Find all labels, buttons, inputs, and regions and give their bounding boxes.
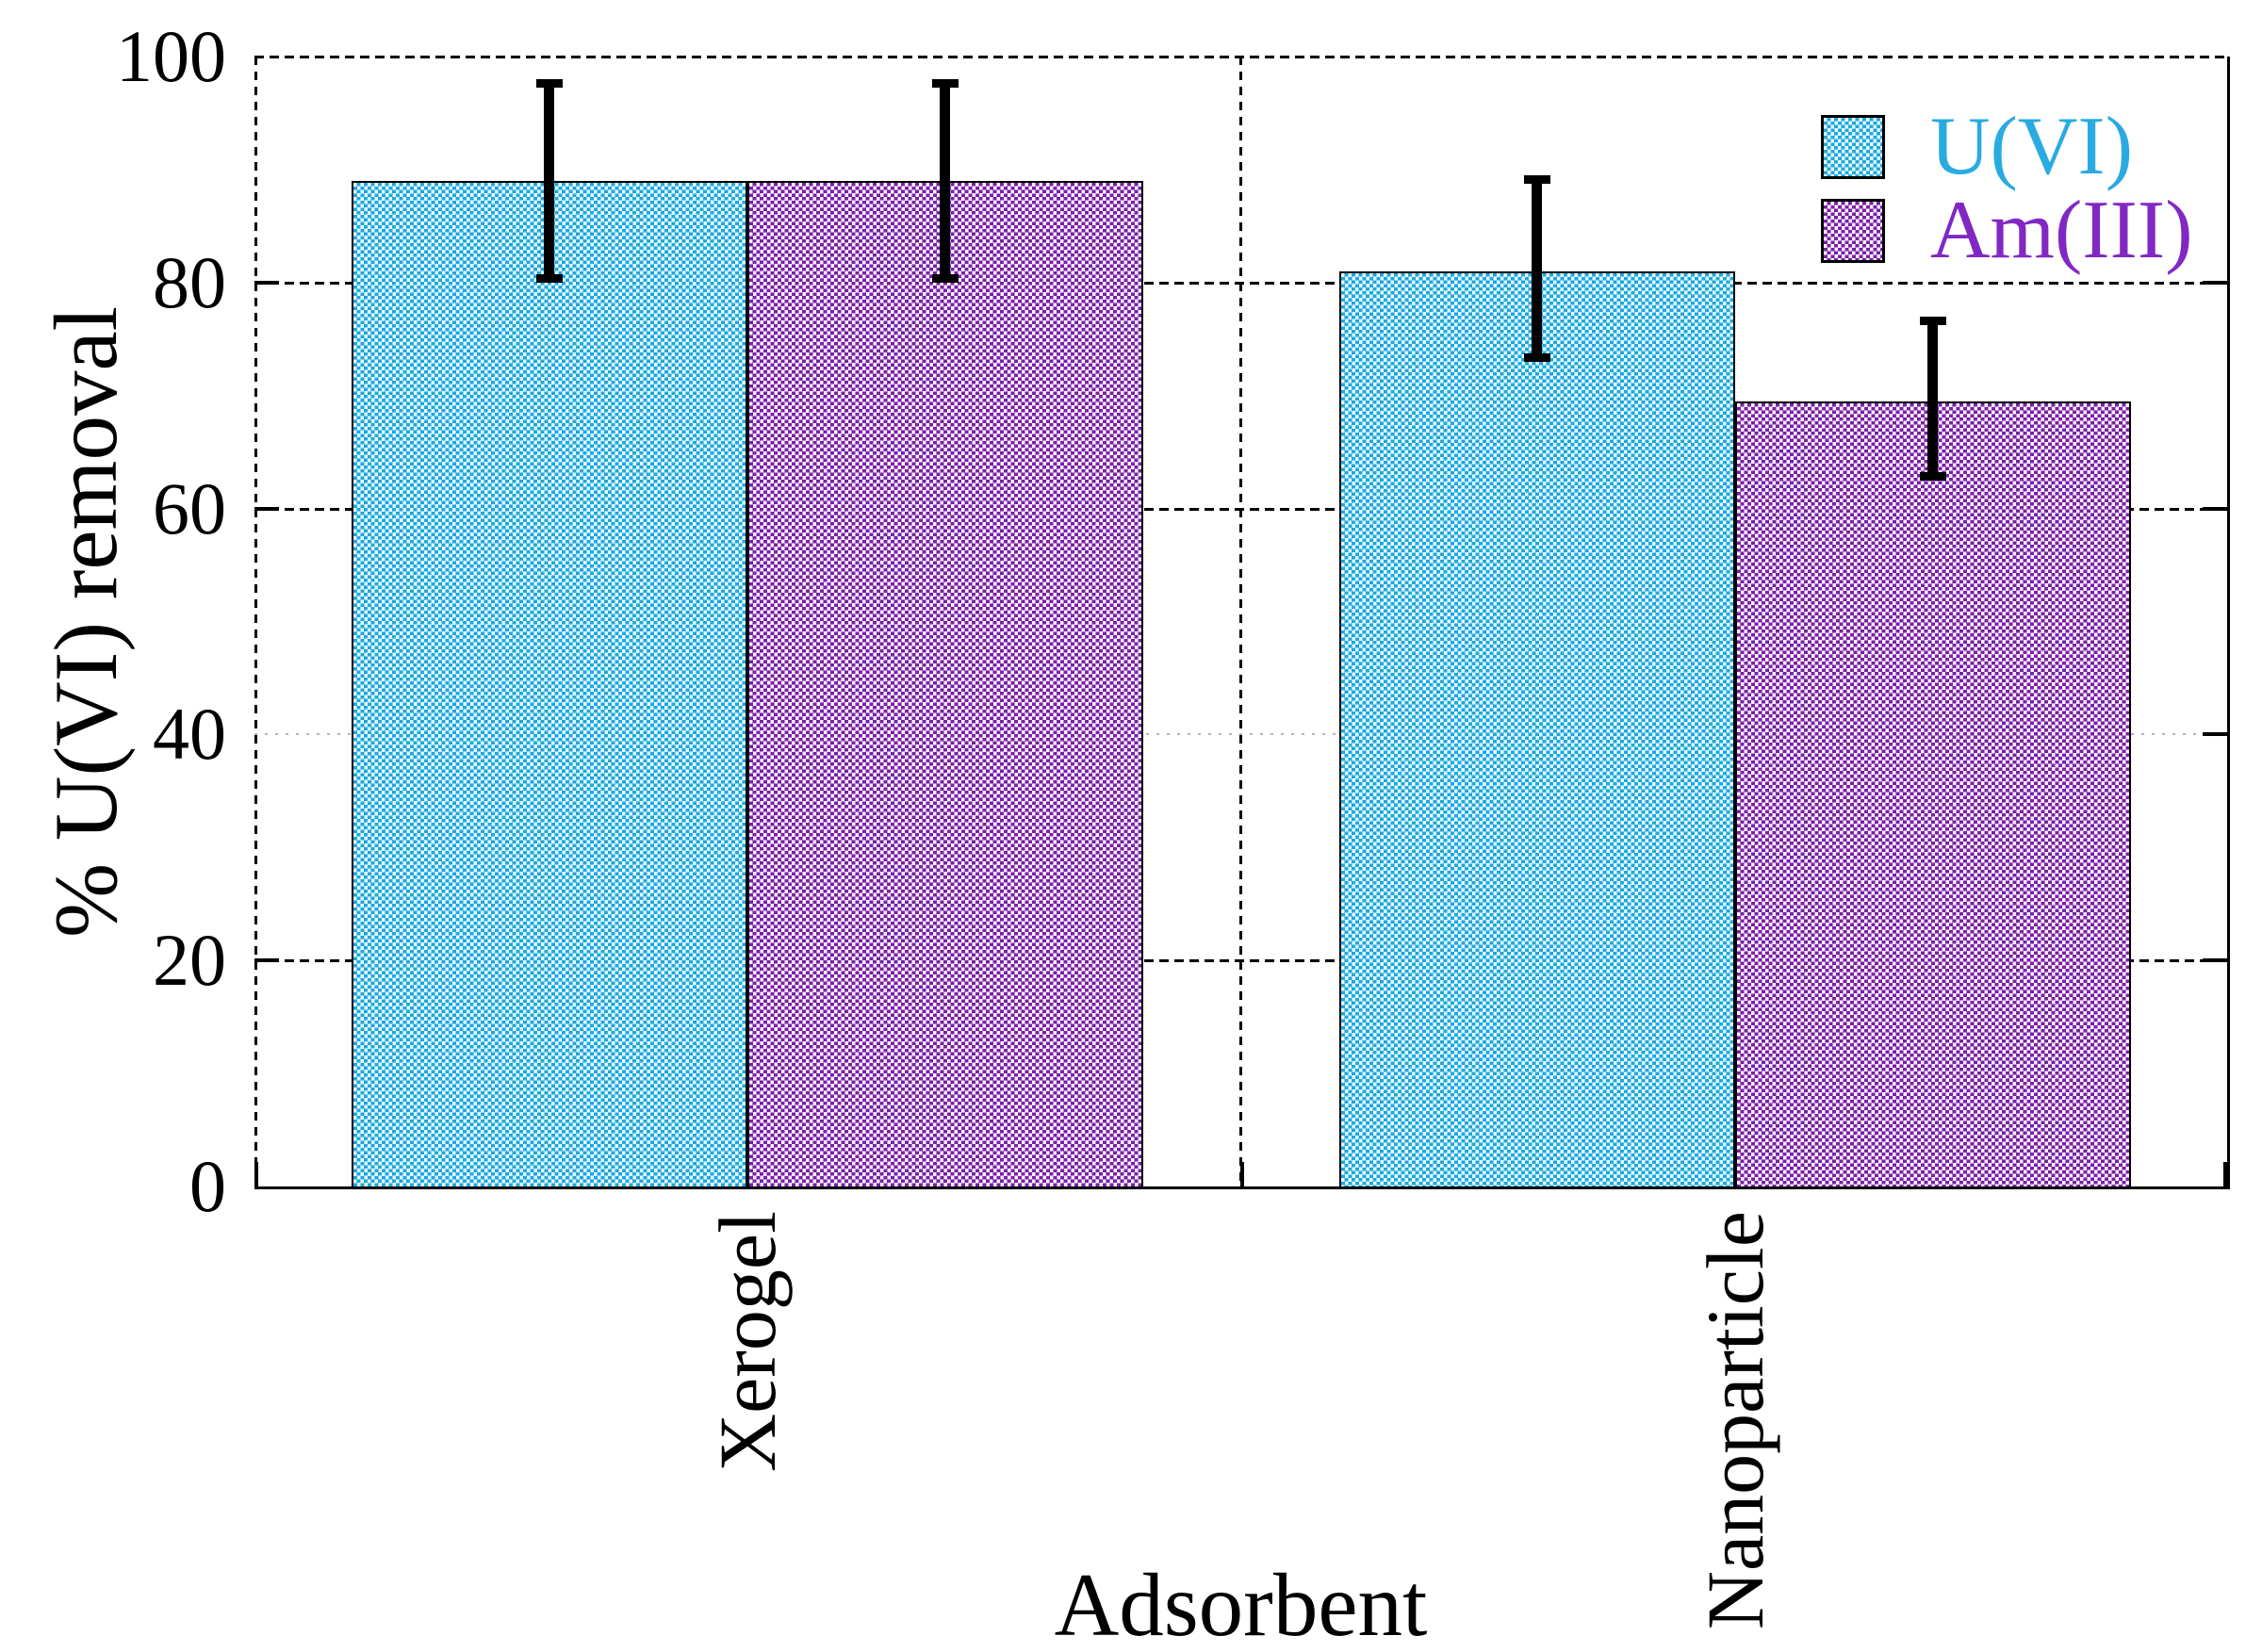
legend-item-am-iii: Am(III) (1821, 185, 2193, 276)
x-tick-label-xerogel: Xerogel (701, 1211, 793, 1472)
y-tick-left-60 (254, 506, 279, 511)
x-tick-bottom-1 (1240, 1162, 1244, 1186)
bar-xerogel-u-vi (351, 180, 747, 1186)
error-bar-nanoparticle-am-iii (1920, 316, 1946, 481)
error-cap-bottom (535, 273, 563, 283)
legend-swatch-am-iii (1821, 199, 1885, 263)
error-bar-xerogel-am-iii (931, 78, 959, 283)
legend-swatch-u-vi (1821, 115, 1885, 179)
error-stem (1927, 319, 1938, 477)
x-tick-bottom-0 (254, 1162, 258, 1186)
legend: U(VI) Am(III) (1821, 101, 2193, 280)
y-tick-label-0: 0 (189, 1145, 226, 1227)
y-tick-right-40 (2203, 732, 2227, 737)
y-axis-title: % U(VI) removal (36, 305, 136, 938)
y-tick-left-80 (254, 280, 279, 285)
y-tick-left-20 (254, 958, 279, 963)
y-tick-right-20 (2203, 958, 2227, 963)
y-tick-label-60: 60 (153, 466, 226, 549)
legend-item-u-vi: U(VI) (1821, 101, 2193, 192)
y-tick-label-100: 100 (116, 15, 226, 97)
x-tick-label-nanoparticle: Nanoparticle (1690, 1211, 1780, 1630)
gridline-x-mid (1239, 57, 1242, 1186)
x-axis-title: Adsorbent (1054, 1555, 1428, 1652)
legend-label-u-vi: U(VI) (1930, 101, 2134, 192)
plot-area (254, 56, 2230, 1189)
error-stem (939, 82, 950, 279)
error-cap-bottom (931, 273, 959, 283)
error-cap-bottom (1920, 471, 1946, 481)
error-cap-bottom (1524, 352, 1550, 362)
bar-xerogel-am-iii (746, 180, 1143, 1186)
bar-nanoparticle-am-iii (1735, 401, 2131, 1186)
y-tick-label-20: 20 (153, 919, 226, 1002)
bar-nanoparticle-u-vi (1339, 270, 1735, 1186)
error-stem (543, 82, 554, 279)
y-tick-label-80: 80 (153, 240, 226, 323)
y-axis-line (254, 57, 257, 1186)
y-tick-label-40: 40 (153, 693, 226, 776)
x-tick-bottom-2 (2223, 1162, 2227, 1186)
error-bar-xerogel-u-vi (535, 78, 563, 283)
error-bar-nanoparticle-u-vi (1524, 174, 1550, 362)
y-tick-right-60 (2203, 506, 2227, 511)
legend-label-am-iii: Am(III) (1930, 185, 2193, 276)
y-tick-right-80 (2203, 280, 2227, 285)
error-stem (1532, 178, 1542, 358)
